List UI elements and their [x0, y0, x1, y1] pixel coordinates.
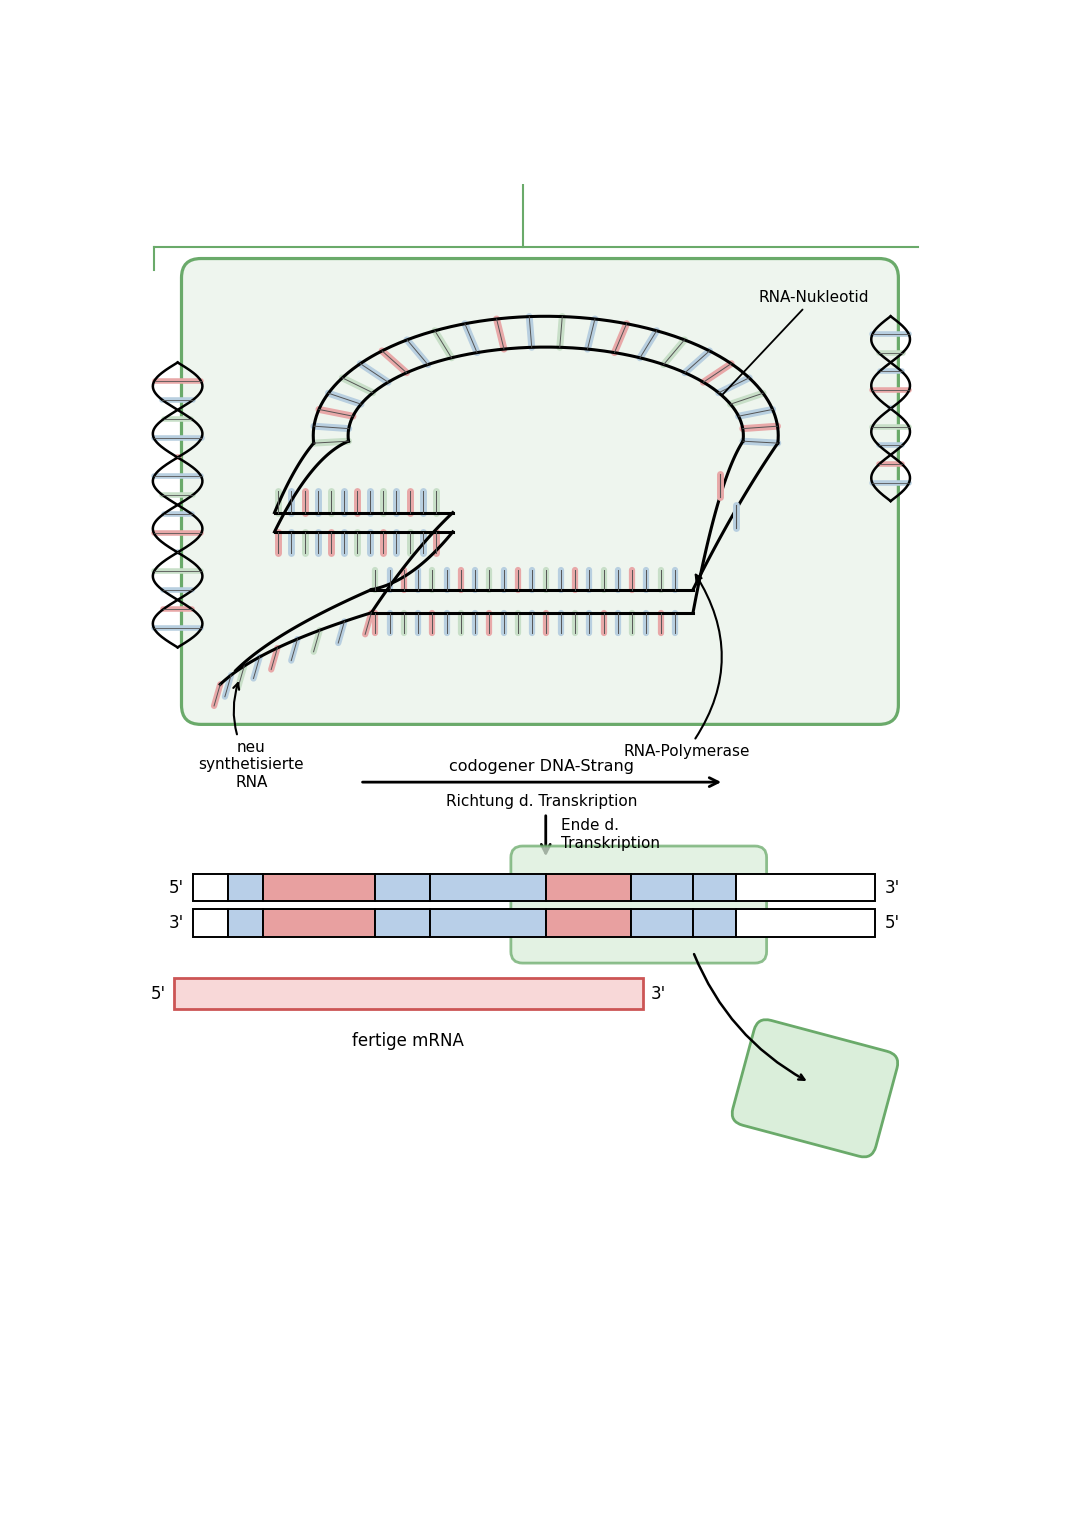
- Text: Richtung d. Transkription: Richtung d. Transkription: [446, 794, 637, 809]
- Bar: [193, 908, 228, 938]
- Text: RNA-Polymerase: RNA-Polymerase: [623, 574, 750, 758]
- Text: 5': 5': [168, 879, 184, 896]
- Bar: [735, 873, 875, 901]
- Bar: [545, 908, 631, 938]
- Bar: [262, 908, 375, 938]
- Bar: [228, 873, 262, 901]
- Text: 5': 5': [885, 915, 900, 931]
- Bar: [693, 908, 735, 938]
- Bar: [735, 908, 875, 938]
- Text: fertige mRNA: fertige mRNA: [352, 1033, 464, 1051]
- FancyBboxPatch shape: [511, 846, 767, 964]
- FancyBboxPatch shape: [732, 1020, 897, 1157]
- Text: 5': 5': [151, 985, 166, 1003]
- Text: 3': 3': [885, 879, 900, 896]
- Text: 3': 3': [650, 985, 665, 1003]
- Bar: [693, 873, 735, 901]
- Bar: [430, 908, 545, 938]
- Bar: [262, 873, 375, 901]
- Bar: [631, 908, 693, 938]
- Text: neu
synthetisierte
RNA: neu synthetisierte RNA: [199, 683, 305, 789]
- Text: RNA-Nukleotid: RNA-Nukleotid: [723, 290, 869, 395]
- Bar: [430, 873, 545, 901]
- Text: 3': 3': [168, 915, 184, 931]
- Bar: [174, 979, 643, 1010]
- Bar: [545, 873, 631, 901]
- Bar: [228, 908, 262, 938]
- Bar: [631, 873, 693, 901]
- Bar: [375, 873, 430, 901]
- Bar: [375, 908, 430, 938]
- Text: codogener DNA-Strang: codogener DNA-Strang: [449, 760, 634, 775]
- Bar: [193, 873, 228, 901]
- FancyBboxPatch shape: [181, 259, 899, 725]
- Text: Ende d.
Transkription: Ende d. Transkription: [562, 818, 660, 850]
